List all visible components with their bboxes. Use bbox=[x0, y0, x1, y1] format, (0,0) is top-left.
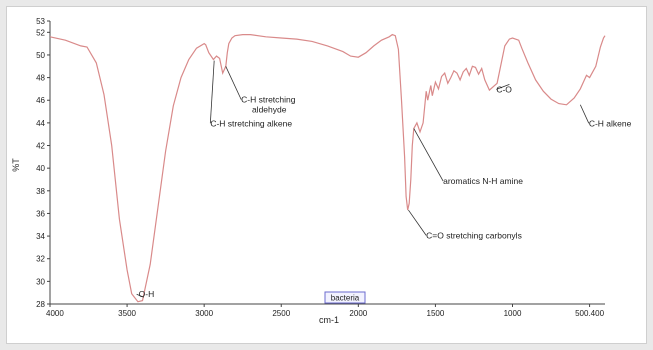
legend-label: bacteria bbox=[331, 294, 360, 303]
annotation-label: aromatics N-H amine bbox=[443, 176, 523, 186]
y-axis-label: %T bbox=[11, 158, 21, 172]
x-tick-label: 3000 bbox=[195, 309, 213, 318]
x-tick-label: 2000 bbox=[349, 309, 367, 318]
y-tick-label: 46 bbox=[36, 96, 45, 105]
annotation-leader bbox=[408, 209, 427, 236]
x-tick-label: 1000 bbox=[504, 309, 522, 318]
annotation-leader bbox=[579, 104, 590, 124]
x-tick-label: 500.400 bbox=[575, 309, 604, 318]
y-tick-label: 30 bbox=[36, 277, 45, 286]
spectrum-line bbox=[49, 33, 606, 303]
y-tick-label: 44 bbox=[36, 119, 45, 128]
x-tick-label: 1500 bbox=[427, 309, 445, 318]
y-tick-label: 52 bbox=[36, 28, 45, 37]
y-tick-label: 53 bbox=[36, 17, 45, 26]
annotation-leader bbox=[413, 128, 444, 182]
annotation-leader bbox=[136, 293, 144, 298]
y-tick-label: 34 bbox=[36, 232, 45, 241]
y-tick-label: 50 bbox=[36, 51, 45, 60]
chart-axes: 28 30 32 34 36 38 40 42 44 46 48 50 52 53 4000 3500 3000… bbox=[36, 17, 605, 318]
y-tick-label: 36 bbox=[36, 209, 45, 218]
y-tick-label: 42 bbox=[36, 142, 45, 151]
annotation-leader bbox=[225, 66, 242, 100]
annotation-label: C-H alkene bbox=[589, 118, 632, 128]
chart-svg: 28 30 32 34 36 38 40 42 44 46 48 50 52 53 4000 3500 3000… bbox=[11, 17, 632, 325]
annotation-label: C-H stretching alkene bbox=[210, 118, 292, 128]
plot-area bbox=[49, 33, 606, 303]
y-tick-label: 32 bbox=[36, 255, 45, 264]
y-tick-label: 38 bbox=[36, 187, 45, 196]
annotation-leader bbox=[209, 60, 215, 124]
annotation-leader bbox=[496, 84, 510, 90]
annotation-label: O-H bbox=[139, 289, 155, 299]
annotation-label: C-O bbox=[496, 84, 512, 94]
y-tick-label: 40 bbox=[36, 164, 45, 173]
legend-box bbox=[324, 291, 366, 304]
annotation-label: C-H stretching bbox=[241, 95, 296, 105]
annotation-label: aldehyde bbox=[252, 105, 287, 115]
y-tick-label: 48 bbox=[36, 74, 45, 83]
x-axis-label: cm-1 bbox=[319, 315, 339, 325]
annotation-label: C=O stretching carbonyls bbox=[426, 230, 522, 240]
chart-frame: 28 30 32 34 36 38 40 42 44 46 48 50 52 53 4000 3500 3000… bbox=[6, 6, 647, 344]
x-tick-label: 4000 bbox=[46, 309, 64, 318]
y-tick-label: 28 bbox=[36, 300, 45, 309]
x-tick-label: 2500 bbox=[272, 309, 290, 318]
x-tick-label: 3500 bbox=[118, 309, 136, 318]
